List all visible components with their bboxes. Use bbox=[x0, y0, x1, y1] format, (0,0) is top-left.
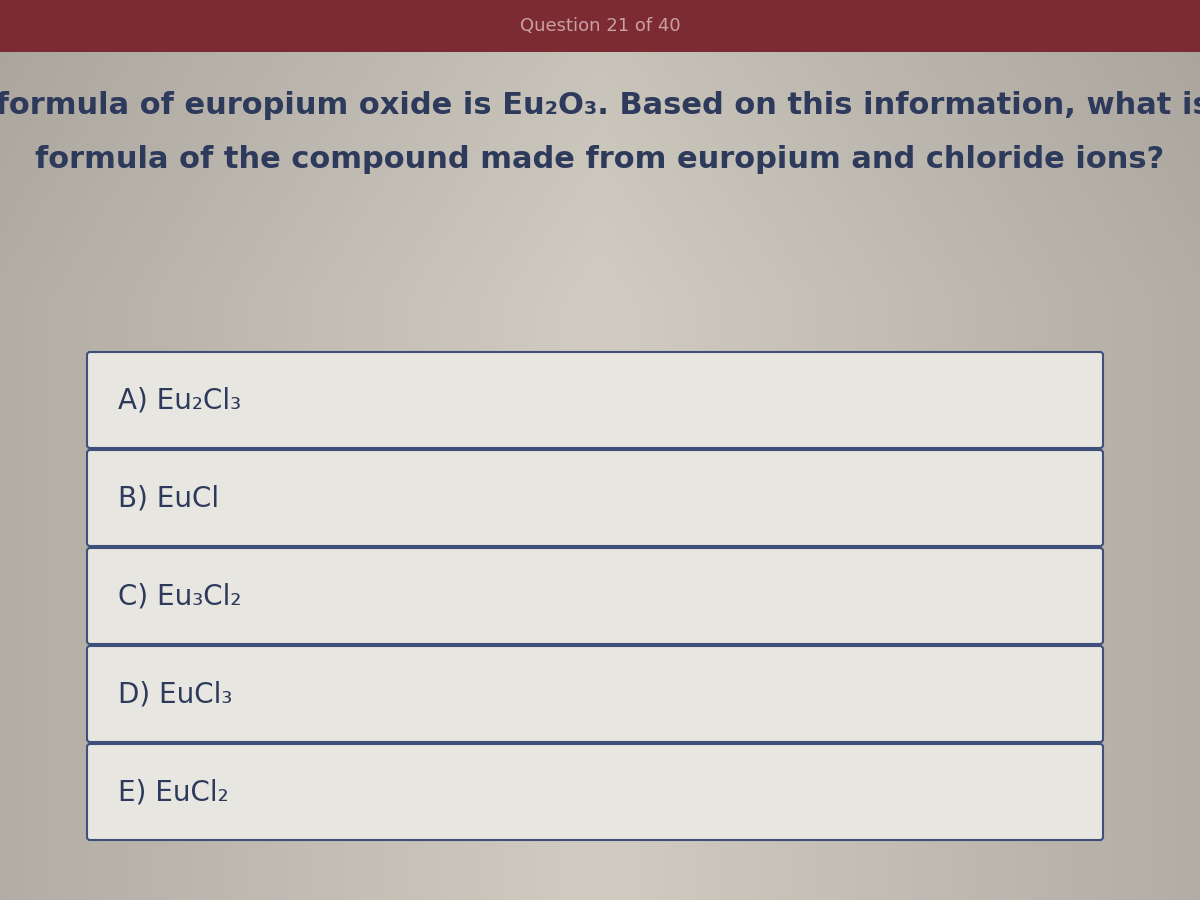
Text: C) Eu₃Cl₂: C) Eu₃Cl₂ bbox=[118, 582, 241, 610]
Text: formula of the compound made from europium and chloride ions?: formula of the compound made from europi… bbox=[35, 146, 1165, 175]
Text: The formula of europium oxide is Eu₂O₃. Based on this information, what is the: The formula of europium oxide is Eu₂O₃. … bbox=[0, 91, 1200, 120]
FancyBboxPatch shape bbox=[88, 352, 1103, 448]
FancyBboxPatch shape bbox=[88, 450, 1103, 546]
Text: Question 21 of 40: Question 21 of 40 bbox=[520, 17, 680, 35]
FancyBboxPatch shape bbox=[88, 548, 1103, 644]
FancyBboxPatch shape bbox=[88, 744, 1103, 840]
Text: A) Eu₂Cl₃: A) Eu₂Cl₃ bbox=[118, 386, 241, 414]
FancyBboxPatch shape bbox=[88, 646, 1103, 742]
Text: D) EuCl₃: D) EuCl₃ bbox=[118, 680, 233, 708]
Bar bbox=[0, 0, 1200, 52]
Text: B) EuCl: B) EuCl bbox=[118, 484, 220, 512]
Text: E) EuCl₂: E) EuCl₂ bbox=[118, 778, 229, 806]
